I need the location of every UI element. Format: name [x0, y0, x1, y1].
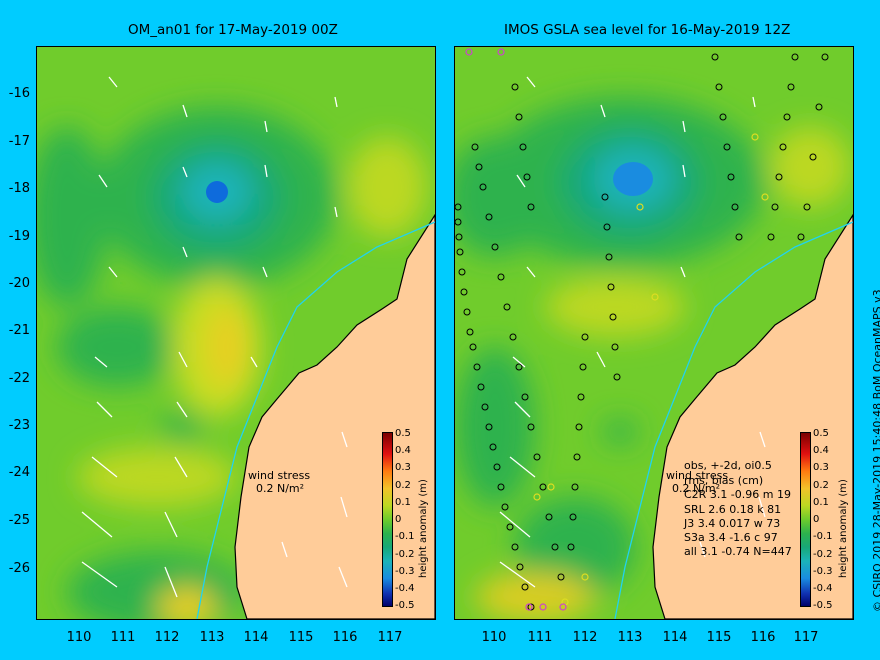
colorbar-tick: 0.5 [395, 428, 411, 439]
colorbar-tick: 0.3 [813, 462, 829, 473]
stats-row: SRL 2.6 0.18 k 81 [684, 503, 782, 516]
lon-label: 114 [662, 630, 688, 645]
lon-label: 115 [288, 630, 314, 645]
colorbar-tick: 0.4 [813, 445, 829, 456]
colorbar-tick: -0.3 [395, 566, 415, 577]
colorbar-tick: -0.2 [813, 549, 833, 560]
stats-row: J3 3.4 0.017 w 73 [684, 517, 781, 530]
colorbar-tick: 0.3 [395, 462, 411, 473]
lat-label: -19 [8, 229, 30, 244]
colorbar-title: height anomaly (m) [418, 479, 429, 578]
wind-stress-scale: 0.2 N/m² [672, 482, 721, 495]
lon-label: 111 [527, 630, 553, 645]
lon-label: 116 [750, 630, 776, 645]
wind-arrows [81, 76, 348, 598]
colorbar-tick: 0 [813, 514, 820, 525]
lat-label: -18 [8, 181, 30, 196]
wind-stress-scale: 0.2 N/m² [256, 482, 305, 495]
shelf-line [196, 221, 435, 619]
colorbar-tick: -0.4 [813, 583, 833, 594]
lon-label: 115 [706, 630, 732, 645]
left-colorbar [382, 432, 393, 607]
colorbar-tick: -0.5 [395, 600, 415, 611]
lon-label: 110 [66, 630, 92, 645]
stats-header: rms, bias (cm) [684, 474, 764, 487]
lon-label: 114 [243, 630, 269, 645]
stats-header: obs, +-2d, oi0.5 [684, 459, 772, 472]
colorbar-tick: -0.1 [813, 531, 833, 542]
altimetry-observations [455, 53, 829, 611]
lat-label: -25 [8, 513, 30, 528]
colorbar-tick: -0.3 [813, 566, 833, 577]
lon-label: 113 [199, 630, 225, 645]
colorbar-tick: 0.2 [813, 480, 829, 491]
lon-label: 112 [572, 630, 598, 645]
colorbar-tick: -0.5 [813, 600, 833, 611]
lon-label: 117 [793, 630, 819, 645]
lat-label: -22 [8, 371, 30, 386]
colorbar-tick: 0.2 [395, 480, 411, 491]
altimetry-observations-highlight [533, 133, 769, 606]
wind-arrows [499, 76, 766, 588]
lat-label: -21 [8, 323, 30, 338]
lon-label: 112 [154, 630, 180, 645]
lat-label: -17 [8, 134, 30, 149]
stats-row: S3a 3.4 -1.6 c 97 [684, 531, 778, 544]
colorbar-title: height anomaly (m) [838, 479, 849, 578]
colorbar-tick: -0.2 [395, 549, 415, 560]
lon-label: 110 [481, 630, 507, 645]
lat-label: -20 [8, 276, 30, 291]
colorbar-tick: 0 [395, 514, 402, 525]
wind-stress-label: wind stress [666, 469, 729, 482]
stats-row: all 3.1 -0.74 N=447 [684, 545, 792, 558]
lon-label: 111 [110, 630, 136, 645]
right-map-panel[interactable] [454, 46, 854, 620]
altimetry-observations-negative [465, 48, 567, 611]
colorbar-tick: 0.1 [813, 497, 829, 508]
right-colorbar [800, 432, 811, 607]
credit-line: © CSIRO 2019 28-May-2019 15:40:48 BoM Oc… [871, 289, 880, 612]
lat-label: -23 [8, 418, 30, 433]
left-map-panel[interactable] [36, 46, 436, 620]
lon-label: 117 [377, 630, 403, 645]
colorbar-tick: 0.1 [395, 497, 411, 508]
stats-row: C2R 3.1 -0.96 m 19 [684, 488, 791, 501]
shelf-line [614, 221, 853, 619]
lat-label: -26 [8, 561, 30, 576]
lat-label: -24 [8, 465, 30, 480]
eddy-core-marker [613, 162, 653, 196]
eddy-core-marker [206, 181, 228, 203]
lon-label: 113 [617, 630, 643, 645]
right-map-svg [455, 47, 853, 619]
wind-stress-label: wind stress [248, 469, 311, 482]
colorbar-tick: -0.4 [395, 583, 415, 594]
colorbar-tick: 0.4 [395, 445, 411, 456]
colorbar-tick: 0.5 [813, 428, 829, 439]
left-map-title: OM_an01 for 17-May-2019 00Z [128, 22, 338, 38]
colorbar-tick: -0.1 [395, 531, 415, 542]
right-map-title: IMOS GSLA sea level for 16-May-2019 12Z [504, 22, 791, 38]
left-map-svg [37, 47, 435, 619]
lat-label: -16 [8, 86, 30, 101]
lon-label: 116 [332, 630, 358, 645]
